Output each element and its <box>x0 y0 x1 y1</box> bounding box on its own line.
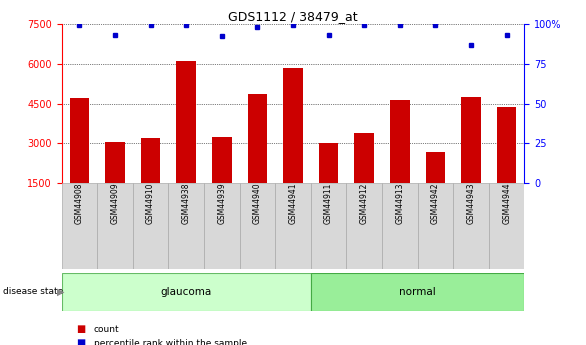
Bar <box>453 183 489 269</box>
Bar <box>382 183 418 269</box>
Text: percentile rank within the sample: percentile rank within the sample <box>94 339 247 345</box>
Bar <box>390 99 410 183</box>
Text: GSM44944: GSM44944 <box>502 183 511 224</box>
Text: GSM44941: GSM44941 <box>288 183 298 224</box>
Text: GSM44910: GSM44910 <box>146 183 155 224</box>
Bar <box>133 183 168 269</box>
Bar <box>212 137 231 183</box>
Bar <box>489 183 524 269</box>
Text: GSM44943: GSM44943 <box>466 183 476 224</box>
Bar <box>319 142 338 183</box>
Bar <box>240 183 275 269</box>
Bar <box>461 97 481 183</box>
Bar <box>141 138 161 183</box>
Text: GSM44912: GSM44912 <box>360 183 369 224</box>
Bar <box>418 183 453 269</box>
Bar <box>176 61 196 183</box>
Bar <box>497 108 516 183</box>
Text: GSM44909: GSM44909 <box>110 183 120 224</box>
Text: glaucoma: glaucoma <box>161 287 212 296</box>
Bar <box>70 98 89 183</box>
Bar <box>425 152 445 183</box>
Text: GSM44939: GSM44939 <box>217 183 226 224</box>
Text: disease state: disease state <box>3 287 63 296</box>
Bar <box>346 183 382 269</box>
Bar <box>311 183 346 269</box>
Bar <box>311 273 524 310</box>
Bar <box>204 183 240 269</box>
Text: GSM44942: GSM44942 <box>431 183 440 224</box>
Text: ■: ■ <box>76 338 86 345</box>
Title: GDS1112 / 38479_at: GDS1112 / 38479_at <box>228 10 358 23</box>
Bar <box>283 68 303 183</box>
Bar <box>97 183 133 269</box>
Bar <box>275 183 311 269</box>
Bar <box>62 183 97 269</box>
Text: count: count <box>94 325 120 334</box>
Text: ▶: ▶ <box>57 287 64 296</box>
Text: GSM44908: GSM44908 <box>75 183 84 224</box>
Bar <box>168 183 204 269</box>
Bar <box>62 273 311 310</box>
Bar <box>248 94 267 183</box>
Text: GSM44911: GSM44911 <box>324 183 333 224</box>
Bar <box>355 132 374 183</box>
Text: GSM44913: GSM44913 <box>396 183 404 224</box>
Text: normal: normal <box>399 287 436 296</box>
Text: GSM44938: GSM44938 <box>182 183 190 224</box>
Text: GSM44940: GSM44940 <box>253 183 262 224</box>
Bar <box>105 142 125 183</box>
Text: ■: ■ <box>76 325 86 334</box>
